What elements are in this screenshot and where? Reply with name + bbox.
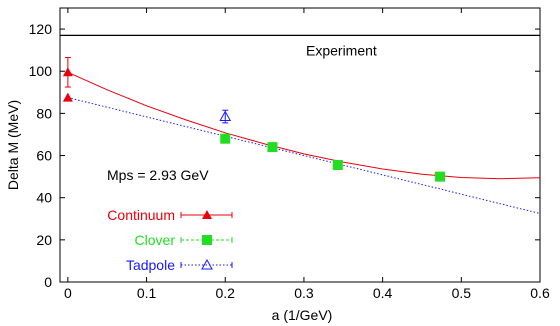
legend-label-clover: Clover <box>135 232 176 248</box>
fit-line-continuum <box>67 71 541 180</box>
legend: Continuum Clover Tadpole <box>107 207 233 273</box>
y-tick-label: 20 <box>36 232 52 248</box>
fit-lines <box>67 71 541 214</box>
experiment-label: Experiment <box>306 42 377 58</box>
legend-label-tadpole: Tadpole <box>126 257 175 273</box>
continuum-point <box>62 92 73 102</box>
x-tick-label: 0.1 <box>137 285 157 301</box>
legend-marker-clover <box>202 235 212 245</box>
x-tick-label: 0.3 <box>294 285 314 301</box>
x-tick-label: 0.4 <box>373 285 393 301</box>
legend-marker-continuum <box>202 210 212 219</box>
plot-frame <box>59 7 541 283</box>
y-tick-label: 100 <box>29 63 53 79</box>
x-axis-label: a (1/GeV) <box>272 307 333 323</box>
legend-marker-tadpole <box>201 258 213 270</box>
data-points <box>62 57 446 182</box>
continuum-point <box>62 67 73 77</box>
x-tick-label: 0.5 <box>452 285 472 301</box>
y-tick-label: 0 <box>44 274 52 290</box>
y-axis-label: Delta M (MeV) <box>5 100 21 190</box>
clover-point <box>220 133 231 144</box>
y-tick-label: 60 <box>36 148 52 164</box>
clover-point <box>332 160 343 171</box>
y-tick-label: 80 <box>36 105 52 121</box>
x-tick-label: 0.6 <box>530 285 550 301</box>
y-tick-label: 120 <box>29 21 53 37</box>
fit-line-tadpole <box>67 97 541 214</box>
x-tick-label: 0 <box>64 285 72 301</box>
x-tick-label: 0.2 <box>216 285 236 301</box>
tadpole-point <box>219 110 232 122</box>
y-tick-label: 40 <box>36 190 52 206</box>
mps-annotation: Mps = 2.93 GeV <box>107 167 209 183</box>
axis-ticks: 0 0.1 0.2 0.3 0.4 0.5 0.6 0 20 40 60 80 100 120 <box>29 8 550 301</box>
clover-point <box>267 142 278 153</box>
clover-point <box>435 171 446 182</box>
legend-label-continuum: Continuum <box>107 207 175 223</box>
